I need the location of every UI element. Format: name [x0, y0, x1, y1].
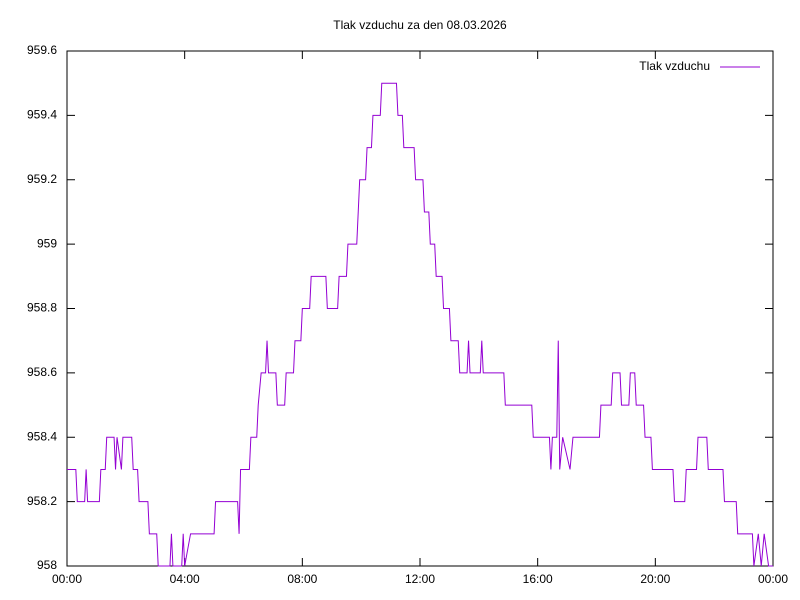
x-tick-label: 00:00 [52, 572, 82, 586]
y-tick-label: 959.2 [27, 172, 57, 186]
x-tick-label: 08:00 [287, 572, 317, 586]
x-tick-label: 20:00 [640, 572, 670, 586]
y-tick-label: 959 [37, 236, 57, 250]
data-line [67, 82, 773, 567]
y-tick-label: 958.8 [27, 301, 57, 315]
y-tick-label: 958.4 [27, 429, 57, 443]
x-tick-label: 00:00 [758, 572, 788, 586]
legend-label: Tlak vzduchu [639, 59, 710, 73]
x-tick-label: 16:00 [523, 572, 553, 586]
y-tick-label: 958.2 [27, 494, 57, 508]
chart-title: Tlak vzduchu za den 08.03.2026 [333, 18, 507, 32]
y-tick-label: 959.6 [27, 43, 57, 57]
x-tick-label: 04:00 [170, 572, 200, 586]
y-tick-label: 958.6 [27, 365, 57, 379]
x-tick-label: 12:00 [405, 572, 435, 586]
y-tick-label: 958 [37, 558, 57, 572]
y-tick-label: 959.4 [27, 108, 57, 122]
